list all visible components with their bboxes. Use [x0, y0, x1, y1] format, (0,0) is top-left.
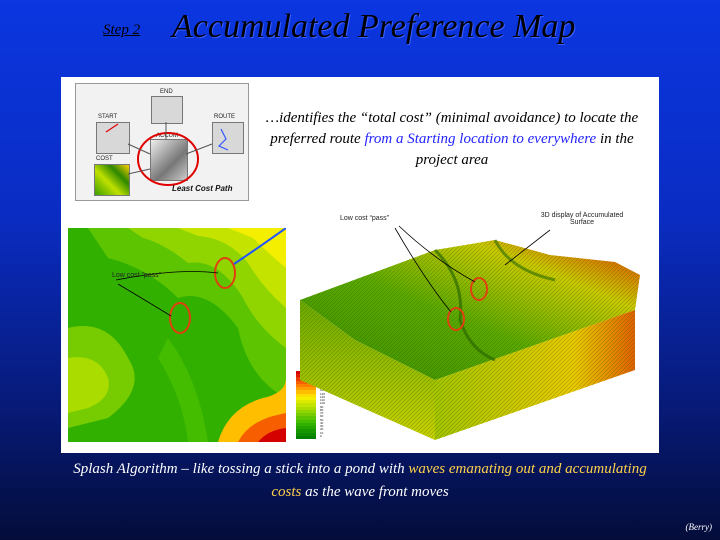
legend-swatch — [296, 429, 316, 434]
description-highlight: from a Starting location to everywhere — [364, 131, 597, 147]
legend-swatch — [296, 383, 316, 388]
legend-swatch — [296, 393, 316, 398]
end-box — [151, 96, 183, 124]
cost-box — [94, 164, 130, 196]
legend-swatch — [296, 426, 316, 430]
description-text: …identifies the “total cost” (minimal av… — [265, 110, 639, 168]
low-cost-pass-label-3d: Low cost “pass” — [340, 215, 390, 222]
start-label: START — [98, 114, 118, 120]
legend-value: 20 — [320, 427, 324, 432]
3d-display-label: 3D display of Accumulated Surface — [540, 212, 624, 226]
legend-value: 50 — [320, 417, 324, 422]
legend-swatch — [296, 387, 316, 391]
splash-caption: Splash Algorithm – like tossing a stick … — [73, 461, 647, 500]
slide-title: Accumulated Preference Map — [172, 8, 576, 45]
accumulated-2d-map — [68, 228, 286, 442]
legend-value: 80 — [320, 407, 324, 412]
legend-swatch — [296, 403, 316, 408]
route-label: ROUTE — [214, 114, 235, 120]
end-label: END — [160, 89, 173, 95]
splash-highlight: waves emanating out and accumulating cos… — [271, 461, 647, 500]
legend-value: 0 — [320, 433, 322, 438]
legend-swatch — [296, 390, 316, 395]
legend-value: 120 — [320, 394, 326, 399]
legend-swatch — [296, 422, 316, 427]
diagram-connectors — [105, 122, 229, 186]
legend-swatch — [296, 396, 316, 401]
legend-value: 10 — [320, 430, 324, 435]
legend-value: 30 — [320, 424, 324, 429]
accum-box — [150, 139, 188, 181]
low-cost-pass-label-2d: Low cost “pass” — [112, 272, 162, 279]
legend-value: 70 — [320, 411, 324, 416]
legend-swatch — [296, 400, 316, 404]
least-cost-path-diagram: END START ROUTE ACCUM COST Least Cost Pa… — [75, 83, 249, 201]
legend-value: 60 — [320, 414, 324, 419]
legend-swatch — [296, 416, 316, 421]
legend-swatch — [296, 413, 316, 417]
accumulated-3d-surface — [300, 225, 640, 440]
legend-swatch — [296, 406, 316, 411]
legend-value: 140 — [320, 388, 326, 393]
credit: (Berry) — [685, 522, 713, 532]
legend-value: 130 — [320, 391, 326, 396]
legend-value: 110 — [320, 398, 325, 403]
legend-swatch — [296, 419, 316, 424]
legend-value: 90 — [320, 404, 324, 409]
step-label: Step 2 — [103, 22, 141, 38]
route-box — [212, 122, 244, 154]
diagram-caption: Least Cost Path — [172, 184, 233, 193]
legend-swatch — [296, 409, 316, 414]
legend-swatch — [296, 432, 316, 437]
cost-label: COST — [96, 156, 113, 162]
accum-label: ACCUM — [156, 133, 178, 139]
legend-value: 100 — [320, 401, 326, 406]
legend-value: 40 — [320, 420, 324, 425]
legend-swatch — [296, 435, 316, 440]
